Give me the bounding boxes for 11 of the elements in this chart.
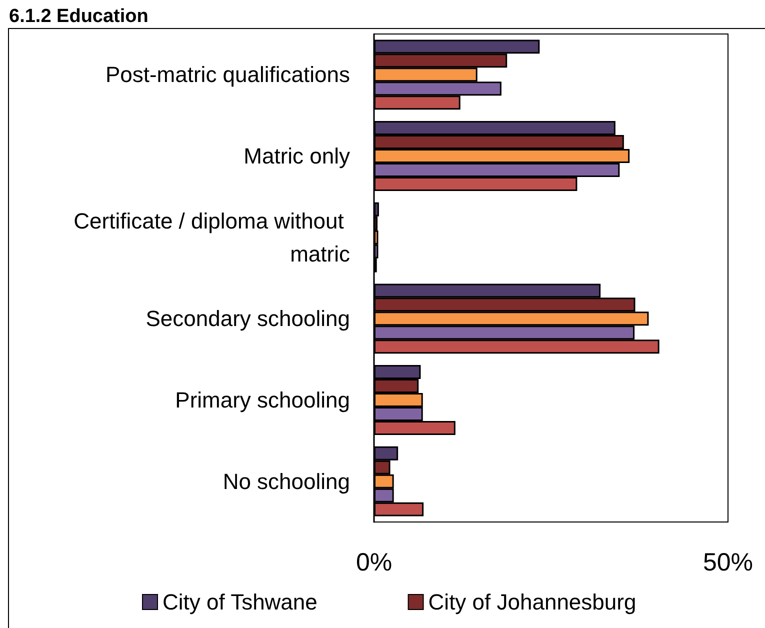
y-tick-label: Certificate / diploma without matric <box>74 208 350 266</box>
legend-label: City of Johannesburg <box>428 590 636 614</box>
y-tick-label: Matric only <box>244 144 350 168</box>
x-tick-label: 50% <box>702 548 754 576</box>
y-tick-label: Post-matric qualifications <box>105 62 350 88</box>
text: 6.1.2 Education <box>9 6 148 27</box>
x-tick-label: 0% <box>356 548 392 576</box>
y-tick-label: No schooling <box>222 468 350 494</box>
y-tick-label: Primary schooling <box>175 388 350 412</box>
legend-label: City of Tshwane <box>162 590 318 614</box>
y-tick-label: Secondary schooling <box>146 306 350 332</box>
